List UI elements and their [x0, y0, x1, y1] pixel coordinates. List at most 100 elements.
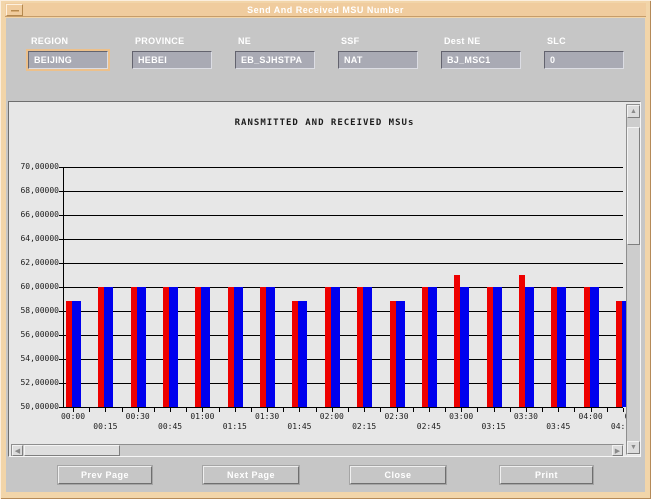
y-axis-label: 56,00000 [20, 330, 59, 339]
chart-panel: RANSMITTED AND RECEIVED MSUs 70,00000 68,… [8, 101, 641, 457]
y-axis-tick [59, 383, 63, 384]
y-axis-tick [59, 359, 63, 360]
y-axis-label: 50,00000 [20, 402, 59, 411]
x-axis-minor-tick [445, 408, 447, 412]
x-axis-label: 00:00 [60, 412, 86, 421]
bar-transmitted [260, 287, 267, 407]
x-axis-minor-tick [347, 408, 349, 412]
dest-ne-field[interactable]: BJ_MSC1 [441, 51, 521, 69]
scroll-up-button[interactable]: ▲ [627, 105, 640, 118]
ssf-field[interactable]: NAT [338, 51, 418, 69]
field-label-slc: SLC [547, 36, 566, 46]
x-axis-tick [428, 408, 430, 412]
x-axis-minor-tick [283, 408, 285, 412]
slc-field[interactable]: 0 [544, 51, 624, 69]
y-axis-label: 68,00000 [20, 186, 59, 195]
gridline [63, 215, 623, 216]
bar-received [72, 301, 81, 407]
close-button[interactable]: Close [350, 466, 446, 484]
prev-page-button[interactable]: Prev Page [58, 466, 152, 484]
client-area: REGION BEIJING PROVINCE HEBEI NE EB_SJHSTPA SS… [6, 18, 645, 492]
bar-transmitted [486, 287, 493, 407]
scroll-down-button[interactable]: ▼ [627, 441, 640, 454]
x-axis-label: 02:00 [319, 412, 344, 421]
x-axis-label: 03:00 [449, 412, 474, 421]
window-menu-dash-icon [11, 10, 19, 12]
x-axis-minor-tick [477, 408, 479, 412]
vertical-scrollbar[interactable]: ▲ ▼ [626, 104, 640, 455]
x-axis-tick [105, 408, 107, 412]
x-axis-tick [234, 408, 236, 412]
bar-received [136, 287, 146, 407]
x-axis-label: 04:15 [610, 422, 635, 431]
y-axis-label: 60,00000 [20, 282, 59, 291]
bar-received [201, 287, 211, 407]
gridline [63, 335, 623, 336]
x-axis-tick [558, 408, 560, 412]
x-axis-tick [73, 408, 74, 412]
bar-transmitted [583, 287, 590, 407]
y-axis-label: 58,00000 [20, 306, 59, 315]
x-axis-tick [493, 408, 495, 412]
y-axis-label: 52,00000 [20, 378, 59, 387]
bar-received [330, 287, 340, 407]
bar-transmitted [195, 287, 202, 407]
y-axis-tick [59, 311, 63, 312]
x-axis-label: 02:15 [352, 422, 377, 431]
x-axis-label: 02:45 [416, 422, 441, 431]
province-field[interactable]: HEBEI [132, 51, 212, 69]
x-axis-minor-tick [509, 408, 511, 412]
y-axis-label: 62,00000 [20, 258, 59, 267]
window-menu-button[interactable] [6, 4, 23, 16]
bar-received [427, 287, 437, 407]
scroll-right-button[interactable]: ▶ [612, 445, 623, 456]
horizontal-scrollbar[interactable]: ◀ ▶ [11, 444, 624, 456]
chart-title: RANSMITTED AND RECEIVED MSUs [234, 118, 415, 128]
x-axis-tick [299, 408, 301, 412]
horizontal-scrollbar-thumb[interactable] [24, 445, 120, 456]
print-button[interactable]: Print [500, 466, 593, 484]
x-axis-minor-tick [250, 408, 252, 412]
y-axis-line [63, 167, 64, 407]
bar-transmitted [163, 287, 170, 407]
gridline [63, 239, 623, 240]
y-axis-label: 70,00000 [20, 162, 59, 171]
bar-received [524, 287, 534, 407]
x-axis-tick [396, 408, 398, 412]
next-page-button[interactable]: Next Page [203, 466, 299, 484]
y-axis-tick [59, 191, 63, 192]
bar-received [492, 287, 502, 407]
bar-received [589, 287, 599, 407]
y-axis-tick [59, 167, 63, 168]
bar-transmitted [130, 287, 137, 407]
x-axis-minor-tick [121, 408, 123, 412]
bar-transmitted [357, 287, 364, 407]
x-axis-tick [461, 408, 463, 412]
scroll-left-button[interactable]: ◀ [12, 445, 23, 456]
bar-transmitted [98, 287, 105, 407]
bar-transmitted [227, 287, 234, 407]
x-axis-label: 01:00 [190, 412, 215, 421]
x-axis-minor-tick [315, 408, 317, 412]
x-axis-tick [525, 408, 527, 412]
ne-field[interactable]: EB_SJHSTPA [235, 51, 315, 69]
x-axis-tick [331, 408, 333, 412]
bar-transmitted [518, 275, 525, 407]
bar-transmitted [389, 301, 396, 407]
bar-received [395, 301, 405, 407]
vertical-scrollbar-thumb[interactable] [627, 127, 640, 245]
region-field[interactable]: BEIJING [28, 51, 108, 69]
field-label-province: PROVINCE [135, 36, 185, 46]
gridline [63, 287, 623, 288]
y-axis-tick [59, 407, 63, 408]
field-label-region: REGION [31, 36, 69, 46]
x-axis-minor-tick [412, 408, 414, 412]
bar-received [266, 287, 276, 407]
x-axis-minor-tick [542, 408, 544, 412]
y-axis-label: 66,00000 [20, 210, 59, 219]
x-axis-tick [202, 408, 204, 412]
x-axis-minor-tick [574, 408, 576, 412]
field-label-ne: NE [238, 36, 252, 46]
x-axis-label: 00:30 [125, 412, 150, 421]
y-axis-tick [59, 263, 63, 264]
